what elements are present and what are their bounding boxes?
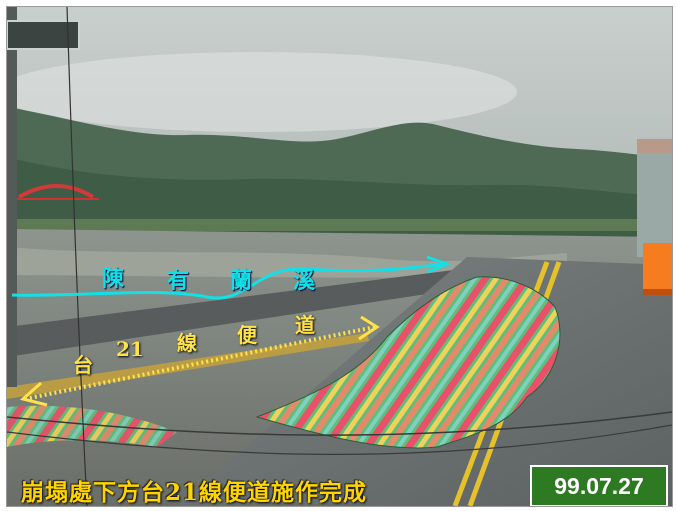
red-bridge — [17, 184, 95, 199]
photo-frame: 陳 有 蘭 溪 台 21 線 便 道 崩塌處下方台21線便道施作完成 99.07… — [6, 6, 673, 507]
photo-caption: 崩塌處下方台21線便道施作完成 — [21, 479, 368, 506]
stream-label-char: 陳 — [102, 266, 125, 292]
road-label-char: 便 — [237, 323, 257, 347]
orange-marker — [643, 243, 672, 289]
road-arrowhead-right — [358, 315, 380, 341]
road-label-char: 道 — [295, 313, 315, 337]
stream-label-char: 有 — [167, 268, 190, 294]
building — [637, 139, 672, 257]
landslide-site-photo — [7, 7, 672, 506]
stream-label-char: 蘭 — [230, 268, 253, 294]
stream-label-char: 溪 — [293, 268, 316, 294]
tarpaulin — [255, 276, 561, 449]
date-badge: 99.07.27 — [530, 465, 668, 506]
road-label-char: 台 — [73, 353, 93, 377]
stream-arrowhead — [426, 255, 452, 274]
road-label-number: 21 — [116, 337, 144, 361]
road-label-char: 線 — [177, 331, 197, 355]
road-arrowhead-left — [19, 381, 48, 407]
stream-arrow — [11, 262, 444, 300]
utility-pole — [7, 7, 17, 387]
